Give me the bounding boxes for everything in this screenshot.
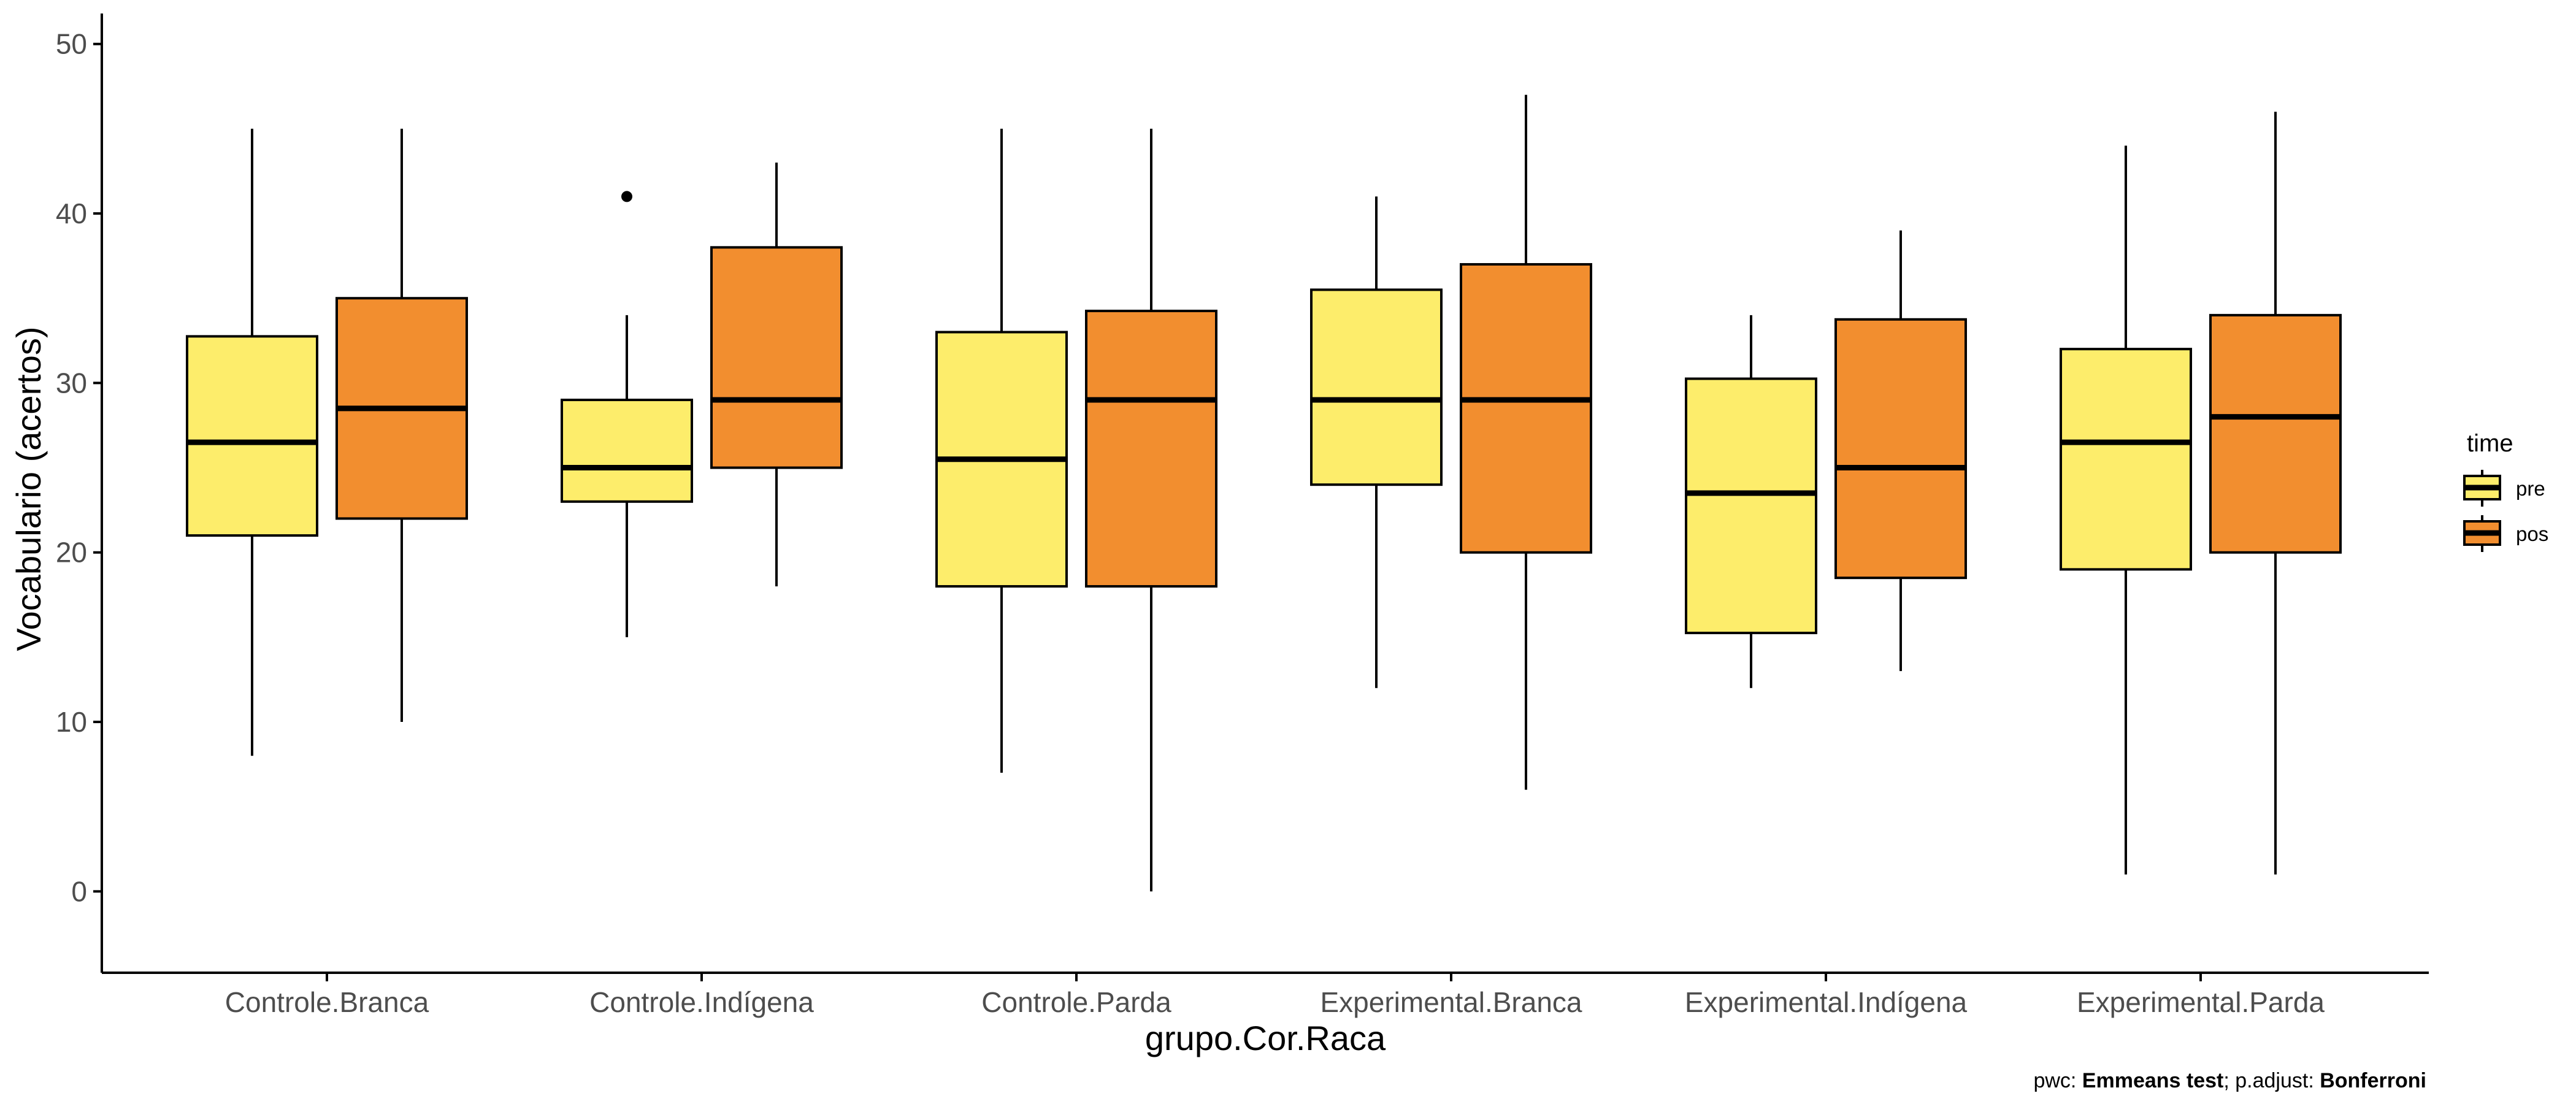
x-tick-label: Controle.Indígena <box>589 986 814 1018</box>
x-tick-label: Experimental.Parda <box>2077 986 2325 1018</box>
box-pos-5 <box>2209 112 2342 875</box>
y-tick-label: 40 <box>56 197 87 229</box>
legend-item-pos: pos <box>2463 515 2548 552</box>
box-pre-1 <box>561 191 693 637</box>
box-iqr <box>1310 288 1443 486</box>
y-tick-label: 0 <box>71 875 87 907</box>
x-tick-label: Experimental.Branca <box>1321 986 1582 1018</box>
axes: 0 10 20 30 40 50 Controle.Branca Controle.Indíg… <box>56 13 2429 1018</box>
box-pos-4 <box>1834 230 1967 672</box>
box-pre-4 <box>1685 315 1817 688</box>
x-tick-label: Controle.Parda <box>981 986 1171 1018</box>
box-iqr <box>2060 348 2192 571</box>
box-iqr <box>710 246 843 469</box>
caption-prefix: pwc: <box>2033 1069 2082 1092</box>
box-iqr <box>186 335 318 537</box>
box-iqr <box>1460 263 1592 554</box>
box-pre-5 <box>2060 145 2192 875</box>
box-pos-1 <box>710 163 843 586</box>
box-pre-3 <box>1310 196 1443 688</box>
outlier-point <box>621 191 632 202</box>
caption-middle: ; p.adjust: <box>2223 1069 2320 1092</box>
y-tick-label: 30 <box>56 367 87 399</box>
y-axis-title: Vocabulario (acertos) <box>9 326 48 651</box>
caption-adjust: Bonferroni <box>2320 1069 2426 1092</box>
box-pos-2 <box>1085 128 1217 892</box>
caption-method: Emmeans test <box>2082 1069 2224 1092</box>
legend-title: time <box>2467 430 2513 457</box>
legend: time pre pos <box>2463 430 2548 552</box>
legend-item-pre: pre <box>2463 470 2545 507</box>
legend-label: pos <box>2516 523 2548 545</box>
box-pre-0 <box>186 128 318 756</box>
box-iqr <box>2209 313 2342 554</box>
box-iqr <box>1085 309 1217 588</box>
box-pos-0 <box>335 128 468 723</box>
legend-label: pre <box>2516 477 2545 500</box>
box-pre-2 <box>935 128 1068 773</box>
box-pos-3 <box>1460 94 1592 790</box>
y-tick-label: 20 <box>56 537 87 569</box>
plot-area <box>186 94 2342 892</box>
x-tick-label: Controle.Branca <box>225 986 429 1018</box>
x-tick-label: Experimental.Indígena <box>1685 986 1968 1018</box>
y-tick-label: 50 <box>56 28 87 60</box>
x-axis-title: grupo.Cor.Raca <box>1145 1019 1386 1057</box>
caption: pwc: Emmeans test; p.adjust: Bonferroni <box>2033 1069 2426 1092</box>
box-iqr <box>1685 377 1817 634</box>
box-iqr <box>561 399 693 503</box>
y-tick-label: 10 <box>56 706 87 738</box>
box-iqr <box>1834 318 1967 580</box>
